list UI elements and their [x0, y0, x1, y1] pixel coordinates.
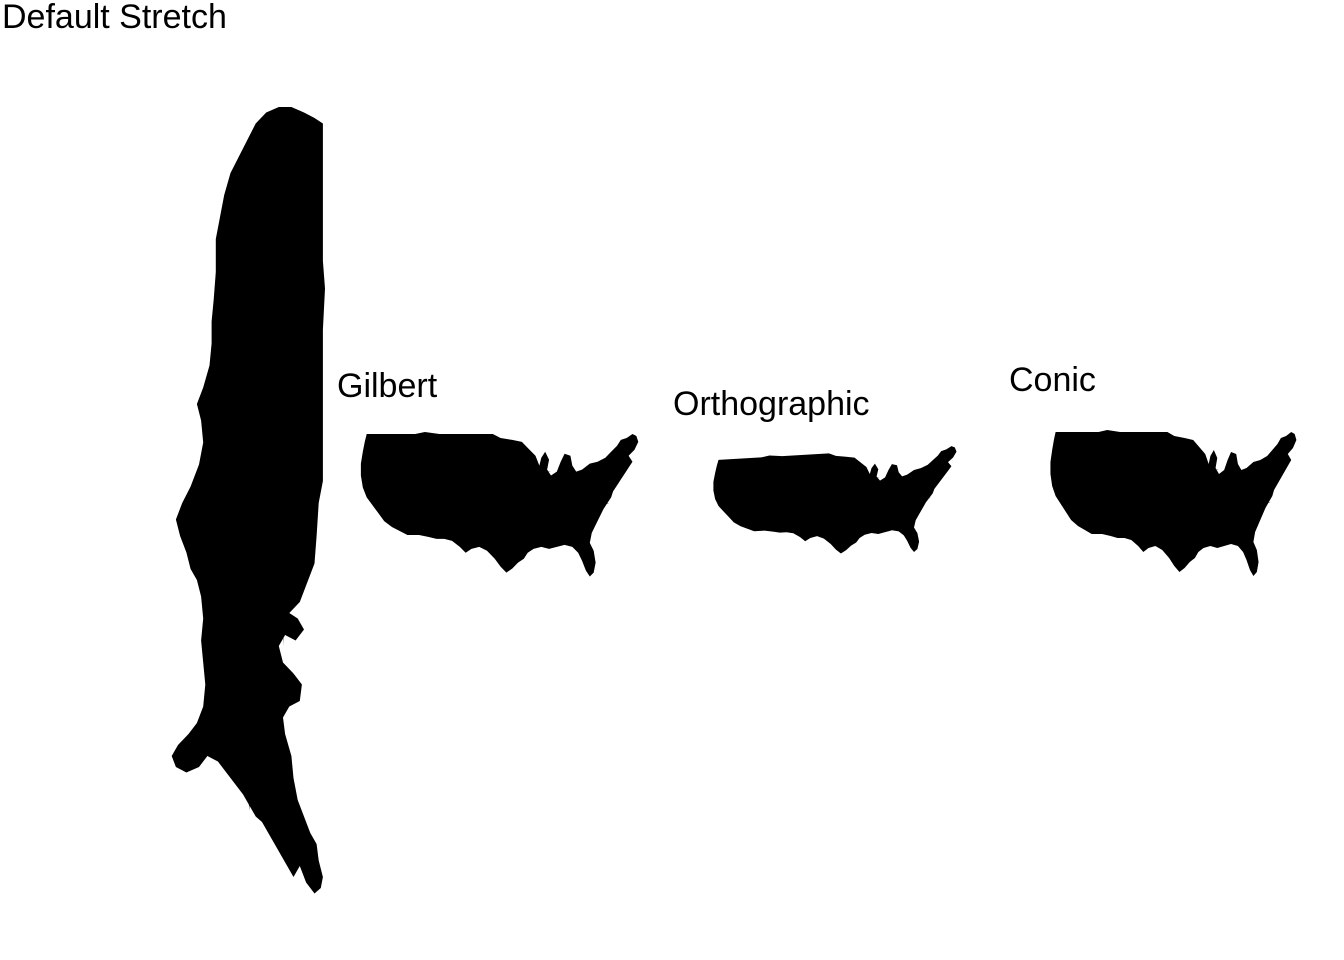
- panel-title-conic: Conic: [1009, 361, 1096, 399]
- panel-title-gilbert: Gilbert: [337, 367, 438, 405]
- panel-title-default-stretch: Default Stretch: [2, 0, 227, 36]
- map-orthographic: [713, 444, 957, 564]
- map-conic: [1050, 430, 1297, 576]
- panel-title-orthographic: Orthographic: [673, 385, 870, 423]
- map-gilbert: [360, 432, 639, 577]
- map-default-stretch: [171, 107, 325, 894]
